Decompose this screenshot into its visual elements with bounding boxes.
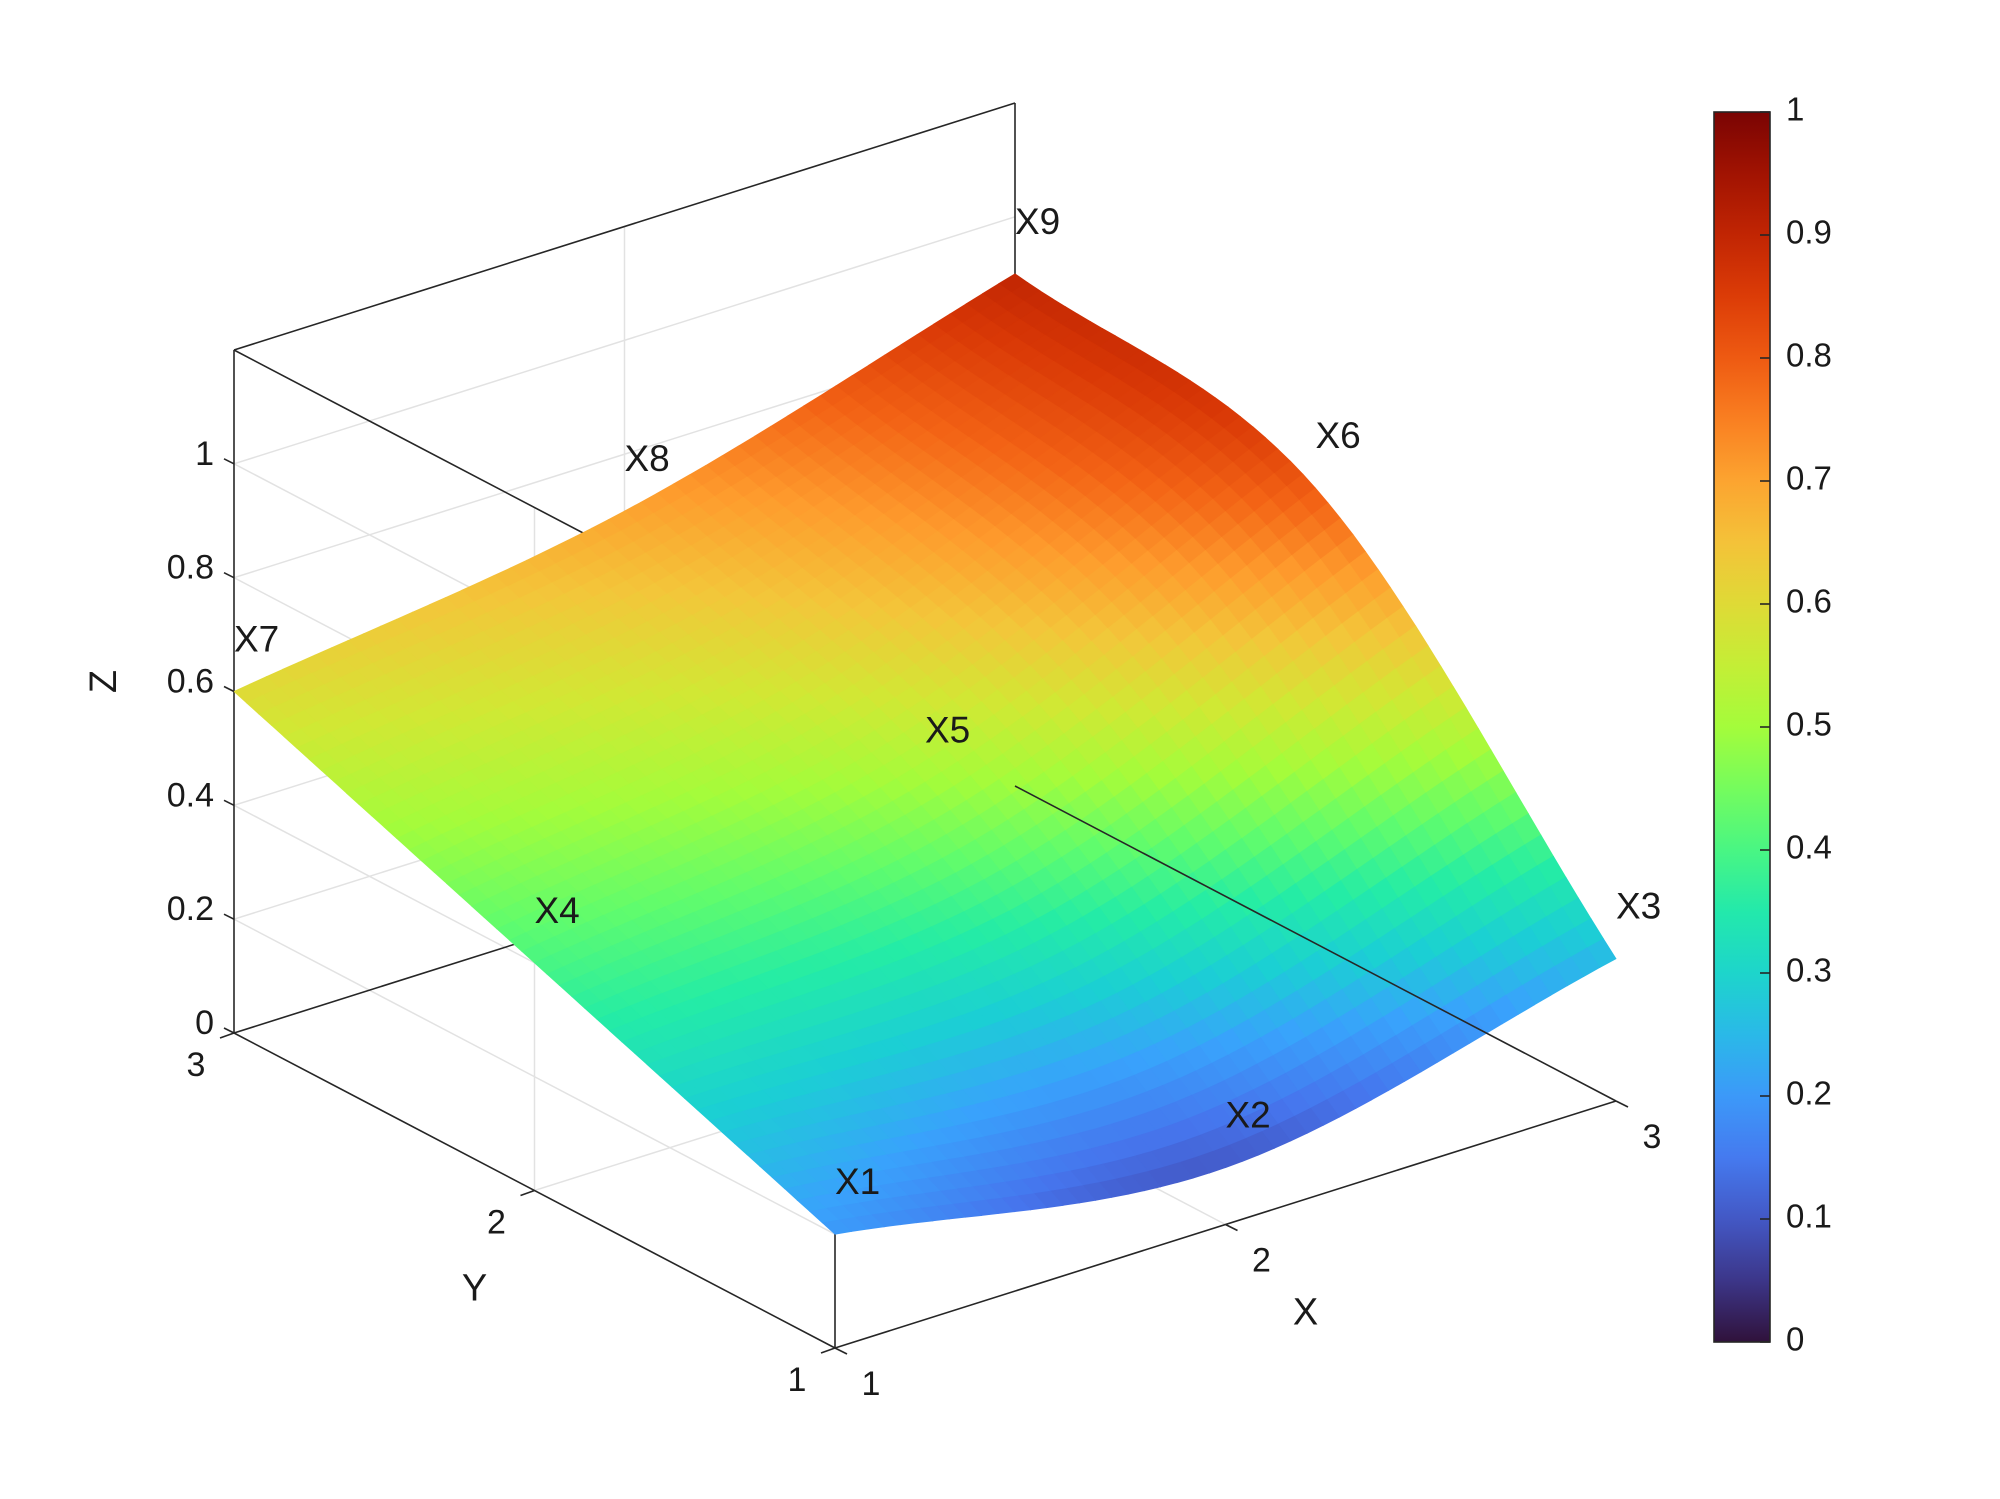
z-tick-mark bbox=[223, 685, 235, 693]
x-tick-mark bbox=[1615, 1100, 1629, 1108]
y-tick-label: 3 bbox=[187, 1046, 206, 1084]
z-tick-mark bbox=[223, 458, 235, 465]
x-axis-label: X bbox=[1293, 1292, 1318, 1334]
y-tick-mark bbox=[520, 1189, 535, 1197]
colorbar-tick-label: 0.6 bbox=[1786, 583, 1832, 620]
axis-ticks: 0 0.2 0.4 0.6 0.8 1 1 2 3 1 2 3 X Y Z bbox=[83, 435, 1661, 1403]
colorbar-tick-label: 0.1 bbox=[1786, 1198, 1832, 1235]
z-tick-label: 0.6 bbox=[167, 662, 214, 700]
y-tick-mark bbox=[820, 1347, 836, 1354]
point-label-x7: X7 bbox=[234, 619, 279, 660]
z-tick-mark bbox=[223, 799, 235, 807]
x-tick-label: 2 bbox=[1252, 1241, 1271, 1279]
surface bbox=[233, 273, 1617, 1235]
point-label-x5: X5 bbox=[925, 709, 970, 750]
z-tick-mark bbox=[223, 571, 235, 579]
y-tick-label: 2 bbox=[487, 1203, 506, 1241]
z-tick-mark bbox=[223, 913, 235, 920]
point-label-x9: X9 bbox=[1015, 201, 1060, 242]
point-label-x3: X3 bbox=[1616, 886, 1661, 927]
colorbar-tick-label: 0.8 bbox=[1786, 337, 1832, 374]
point-label-x6: X6 bbox=[1316, 415, 1361, 456]
colorbar-tick-label: 0.2 bbox=[1786, 1075, 1832, 1112]
colorbar-tick-label: 0.9 bbox=[1786, 214, 1832, 251]
axis-box-edge bbox=[233, 102, 1016, 351]
y-axis-label: Y bbox=[462, 1268, 487, 1310]
z-tick-label: 1 bbox=[195, 435, 214, 473]
point-label-x4: X4 bbox=[535, 890, 580, 931]
colorbar: 0 0.1 0.2 0.3 0.4 0.5 0.6 0.7 0.8 0.9 1 bbox=[1713, 91, 1832, 1358]
x-tick-mark bbox=[1225, 1223, 1238, 1232]
x-tick-mark bbox=[834, 1347, 848, 1355]
colorbar-tick-label: 0.5 bbox=[1786, 706, 1832, 743]
colorbar-tick-label: 0.7 bbox=[1786, 460, 1832, 497]
z-tick-label: 0.4 bbox=[167, 776, 214, 814]
colorbar-tick-label: 0.4 bbox=[1786, 829, 1832, 866]
z-tick-label: 0.2 bbox=[167, 890, 214, 928]
point-labels: X1 X2 X3 X4 X5 X6 X7 X8 X9 bbox=[234, 201, 1661, 1202]
colorbar-tick-label: 1 bbox=[1786, 91, 1804, 128]
point-label-x8: X8 bbox=[625, 438, 670, 479]
x-tick-label: 1 bbox=[862, 1365, 881, 1403]
y-tick-mark bbox=[219, 1032, 235, 1039]
colorbar-tick-label: 0.3 bbox=[1786, 952, 1832, 989]
z-tick-mark bbox=[223, 1027, 235, 1034]
surface-patch bbox=[821, 1219, 853, 1235]
colorbar-tick-label: 0 bbox=[1786, 1321, 1804, 1358]
z-tick-label: 0 bbox=[195, 1004, 214, 1042]
axis-box-edge bbox=[1014, 785, 1617, 1102]
z-tick-label: 0.8 bbox=[167, 549, 214, 587]
point-label-x2: X2 bbox=[1226, 1095, 1271, 1136]
x-tick-label: 3 bbox=[1643, 1118, 1662, 1156]
point-label-x1: X1 bbox=[835, 1161, 880, 1202]
y-tick-label: 1 bbox=[788, 1361, 807, 1399]
z-axis-label: Z bbox=[83, 670, 125, 693]
